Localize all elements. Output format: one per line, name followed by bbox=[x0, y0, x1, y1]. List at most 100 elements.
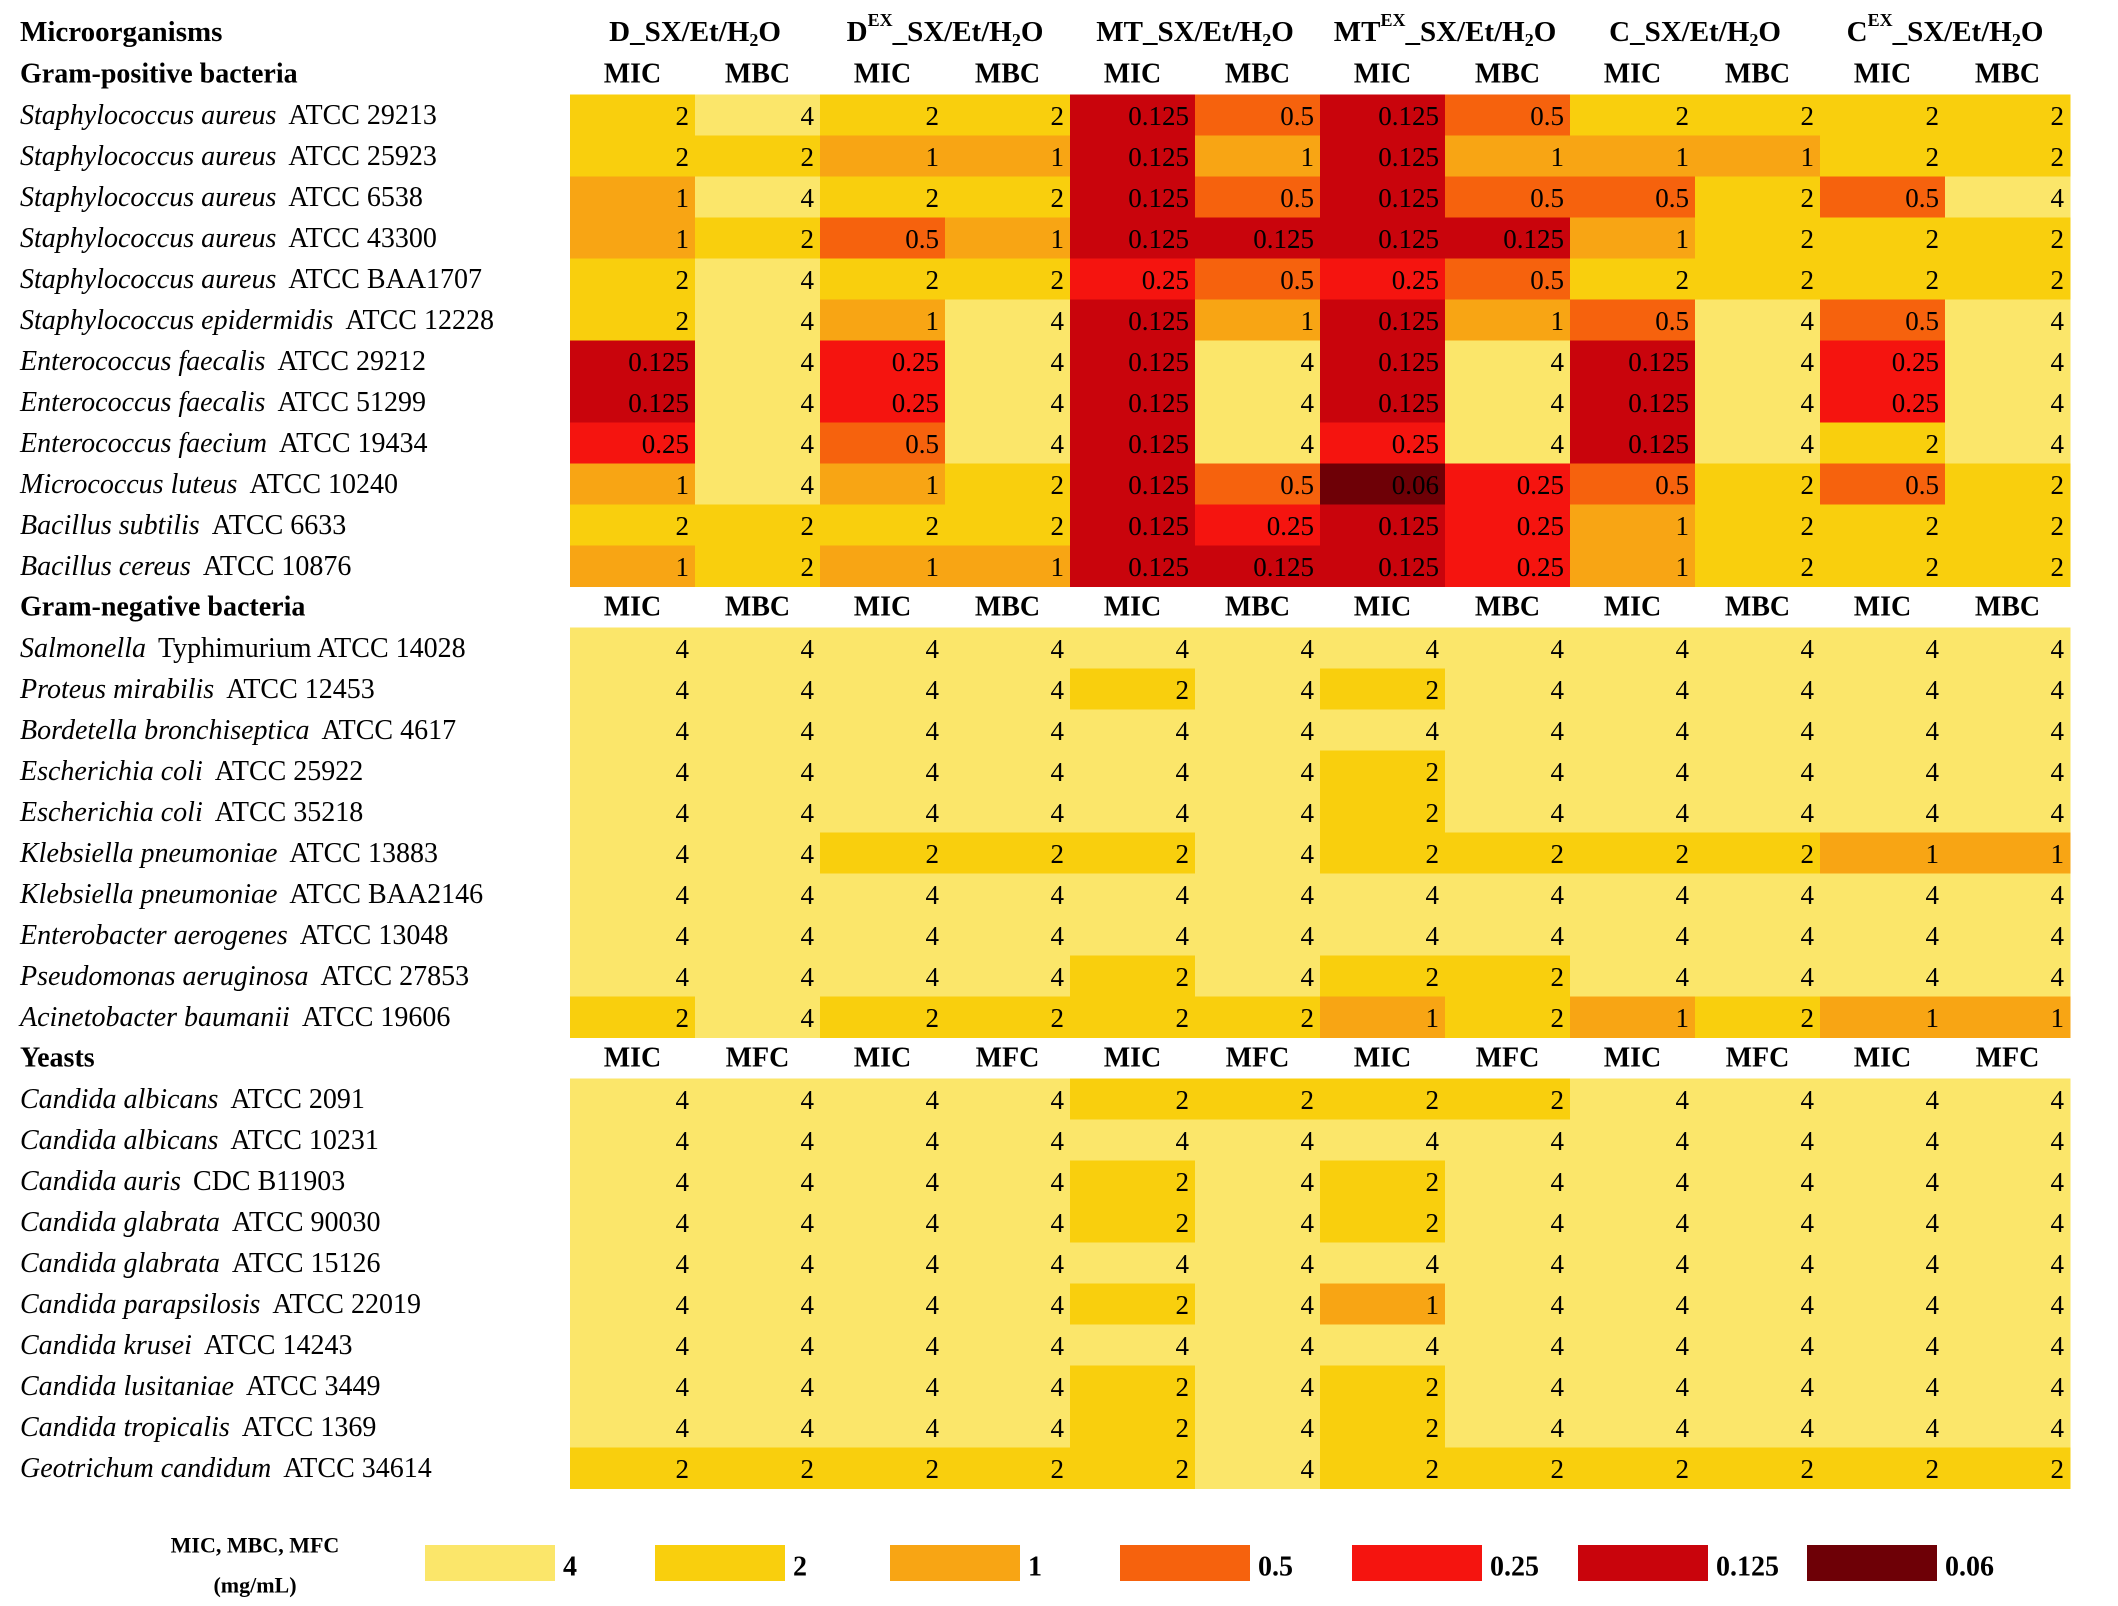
cell-value: 4 bbox=[2051, 1249, 2065, 1279]
cell-value: 0.125 bbox=[1128, 388, 1189, 418]
cell-value: 2 bbox=[1051, 839, 1065, 869]
cell-value: 4 bbox=[1301, 1290, 1315, 1320]
heatmap-cell bbox=[1320, 340, 1446, 382]
heatmap-cell bbox=[570, 94, 696, 136]
cell-value: 0.125 bbox=[1628, 388, 1689, 418]
cell-value: 0.5 bbox=[1280, 470, 1314, 500]
cell-value: 4 bbox=[1801, 716, 1815, 746]
heatmap-cell bbox=[1820, 217, 1946, 259]
cell-value: 4 bbox=[926, 1413, 940, 1443]
heatmap-cell bbox=[1445, 299, 1571, 341]
cell-value: 1 bbox=[1551, 306, 1565, 336]
heatmap-cell bbox=[945, 94, 1071, 136]
cell-value: 2 bbox=[1801, 224, 1815, 254]
cell-value: 0.25 bbox=[1142, 265, 1189, 295]
heatmap-cell bbox=[1445, 1283, 1571, 1325]
sub-header-mic: MIC bbox=[1104, 59, 1162, 90]
cell-value: 2 bbox=[1051, 183, 1065, 213]
heatmap-cell bbox=[1195, 791, 1321, 833]
heatmap-cell bbox=[695, 750, 821, 792]
organism-label: Staphylococcus epidermidis ATCC 12228 bbox=[20, 305, 494, 336]
sub-header-mfc: MFC bbox=[1976, 1043, 2040, 1074]
heatmap-cell bbox=[695, 1119, 821, 1161]
heatmap-cell bbox=[1445, 955, 1571, 997]
sub-header-mbc: MBC bbox=[975, 59, 1040, 90]
cell-value: 2 bbox=[926, 839, 940, 869]
heatmap-cell bbox=[1695, 1160, 1821, 1202]
cell-value: 2 bbox=[1301, 1003, 1315, 1033]
cell-value: 4 bbox=[1301, 839, 1315, 869]
heatmap-cell bbox=[1945, 996, 2071, 1038]
heatmap-cell bbox=[1070, 709, 1196, 751]
heatmap-cell bbox=[570, 135, 696, 177]
cell-value: 4 bbox=[2051, 306, 2065, 336]
cell-value: 4 bbox=[1801, 347, 1815, 377]
cell-value: 4 bbox=[676, 1085, 690, 1115]
heatmap-cell bbox=[695, 504, 821, 546]
heatmap-cell bbox=[945, 381, 1071, 423]
cell-value: 2 bbox=[1051, 470, 1065, 500]
heatmap-cell bbox=[1195, 1406, 1321, 1448]
cell-value: 4 bbox=[1551, 1249, 1565, 1279]
cell-value: 2 bbox=[676, 1454, 690, 1484]
heatmap-cell bbox=[1570, 340, 1696, 382]
heatmap-cell bbox=[1945, 176, 2071, 218]
heatmap-cell bbox=[1320, 299, 1446, 341]
cell-value: 1 bbox=[926, 142, 940, 172]
heatmap-cell bbox=[1320, 1406, 1446, 1448]
cell-value: 2 bbox=[1676, 1454, 1690, 1484]
cell-value: 4 bbox=[1051, 1372, 1065, 1402]
cell-value: 2 bbox=[676, 511, 690, 541]
heatmap-cell bbox=[695, 832, 821, 874]
column-header-1: D_SX/Et/H2O bbox=[609, 16, 781, 50]
heatmap-cell bbox=[1070, 996, 1196, 1038]
cell-value: 4 bbox=[1926, 921, 1940, 951]
cell-value: 2 bbox=[1426, 1167, 1440, 1197]
heatmap-cell bbox=[820, 955, 946, 997]
heatmap-cell bbox=[1195, 1078, 1321, 1120]
cell-value: 0.125 bbox=[1378, 101, 1439, 131]
heatmap-cell bbox=[820, 1078, 946, 1120]
cell-value: 4 bbox=[1801, 962, 1815, 992]
heatmap-cell bbox=[1070, 1324, 1196, 1366]
heatmap-cell bbox=[1445, 1324, 1571, 1366]
organism-label: Candida albicans ATCC 10231 bbox=[20, 1125, 379, 1156]
cell-value: 4 bbox=[2051, 634, 2065, 664]
cell-value: 4 bbox=[1801, 634, 1815, 664]
organism-label: Candida lusitaniae ATCC 3449 bbox=[20, 1371, 380, 1402]
heatmap-cell bbox=[1570, 832, 1696, 874]
cell-value: 0.5 bbox=[1530, 183, 1564, 213]
organism-label: Candida tropicalis ATCC 1369 bbox=[20, 1412, 376, 1443]
sub-header-mic: MIC bbox=[854, 592, 912, 623]
cell-value: 4 bbox=[2051, 1372, 2065, 1402]
heatmap-cell bbox=[1320, 914, 1446, 956]
heatmap-cell bbox=[570, 340, 696, 382]
cell-value: 0.25 bbox=[1517, 552, 1564, 582]
organism-label: Klebsiella pneumoniae ATCC 13883 bbox=[19, 838, 438, 869]
heatmap-cell bbox=[1570, 1365, 1696, 1407]
organism-label: Staphylococcus aureus ATCC 25923 bbox=[20, 141, 437, 172]
heatmap-cell bbox=[1445, 258, 1571, 300]
heatmap-cell bbox=[695, 873, 821, 915]
cell-value: 4 bbox=[1676, 962, 1690, 992]
heatmap-cell bbox=[1445, 504, 1571, 546]
column-header-4: MTEX_SX/Et/H2O bbox=[1334, 10, 1557, 50]
heatmap-cell bbox=[1195, 381, 1321, 423]
sub-header-mic: MIC bbox=[604, 1043, 662, 1074]
cell-value: 2 bbox=[676, 142, 690, 172]
cell-value: 4 bbox=[801, 798, 815, 828]
cell-value: 4 bbox=[1801, 921, 1815, 951]
heatmap-cell bbox=[1945, 1406, 2071, 1448]
cell-value: 4 bbox=[926, 1126, 940, 1156]
cell-value: 2 bbox=[1801, 265, 1815, 295]
cell-value: 1 bbox=[676, 224, 690, 254]
heatmap-cell bbox=[1945, 135, 2071, 177]
heatmap-cell bbox=[1570, 955, 1696, 997]
heatmap-cell bbox=[1570, 463, 1696, 505]
sub-header-mic: MIC bbox=[1854, 59, 1912, 90]
cell-value: 2 bbox=[1301, 1085, 1315, 1115]
heatmap-cell bbox=[570, 1078, 696, 1120]
cell-value: 4 bbox=[926, 1085, 940, 1115]
cell-value: 4 bbox=[1051, 716, 1065, 746]
organism-label: Bordetella bronchiseptica ATCC 4617 bbox=[20, 715, 456, 746]
